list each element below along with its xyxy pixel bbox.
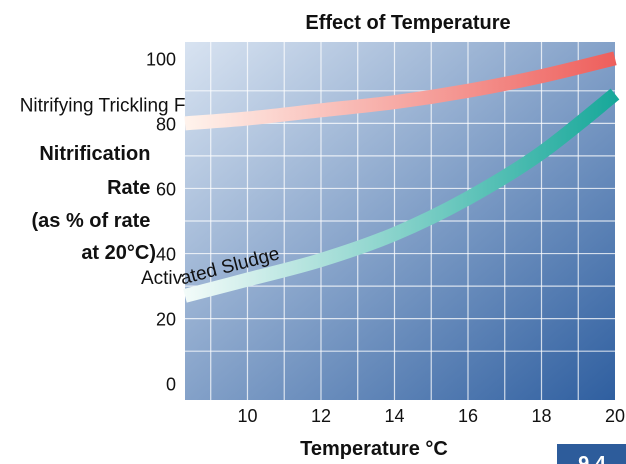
y-tick-label: 60: [156, 179, 176, 199]
series-line: [184, 51, 617, 131]
chart-title: Effect of Temperature: [305, 12, 510, 34]
y-axis-label: Nitrification Rate (as % of rate at 20°C…: [32, 143, 157, 264]
figure-badge-box: [557, 444, 626, 464]
y-axis-label-line: Rate: [107, 177, 150, 199]
y-tick-label: 20: [156, 310, 176, 330]
x-tick-label: 14: [384, 406, 404, 426]
x-tick-label: 16: [458, 406, 478, 426]
series-line: [183, 88, 620, 303]
y-axis-label-line: Nitrification: [39, 143, 150, 165]
y-tick-label: 40: [156, 245, 176, 265]
y-tick-labels: 0 20 40 60 80 100: [146, 49, 176, 394]
x-tick-label: 10: [237, 406, 257, 426]
x-axis-label: Temperature °C: [300, 438, 448, 460]
figure-badge-text: 9.4: [578, 453, 607, 464]
y-tick-label: 100: [146, 49, 176, 69]
x-tick-labels: 10 12 14 16 18 20: [237, 406, 625, 426]
y-tick-label: 0: [166, 375, 176, 395]
y-tick-label: 80: [156, 114, 176, 134]
figure-badge: 9.4: [557, 444, 626, 464]
x-tick-label: 12: [311, 406, 331, 426]
x-tick-label: 20: [605, 406, 625, 426]
grid-lines: [185, 42, 615, 400]
y-axis-label-line: at 20°C): [81, 242, 156, 264]
y-axis-label-line: (as % of rate: [32, 210, 151, 232]
x-tick-label: 18: [531, 406, 551, 426]
